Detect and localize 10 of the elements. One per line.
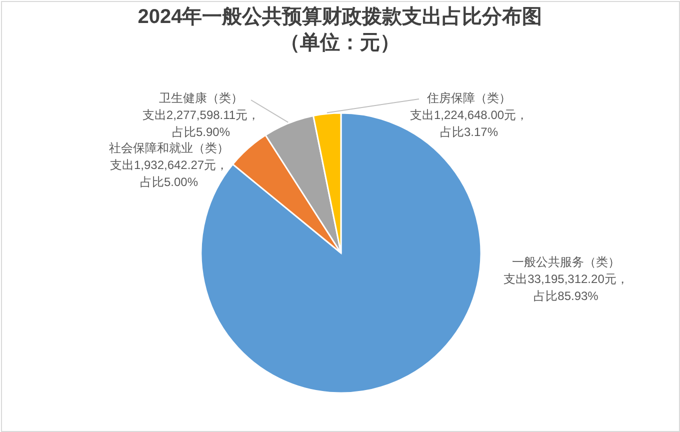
slice-label: 卫生健康（类） [159, 91, 243, 105]
data-label: 支出33,195,312.20元，占比85.93% [504, 272, 628, 303]
data-label: 支出1,224,648.00元，占比3.17% [410, 108, 528, 139]
data-label: 支出1,932,642.27元，占比5.00% [110, 158, 228, 189]
slice-label: 社会保障和就业（类） [109, 141, 229, 155]
slice-label: 一般公共服务（类） [512, 255, 620, 269]
slice-label: 住房保障（类） [426, 91, 511, 105]
chart-subtitle: （单位：元） [280, 31, 400, 54]
chart-title: 2024年一般公共预算财政拨款支出占比分布图 [138, 6, 542, 28]
data-label: 支出2,277,598.11元，占比5.90% [142, 108, 260, 139]
